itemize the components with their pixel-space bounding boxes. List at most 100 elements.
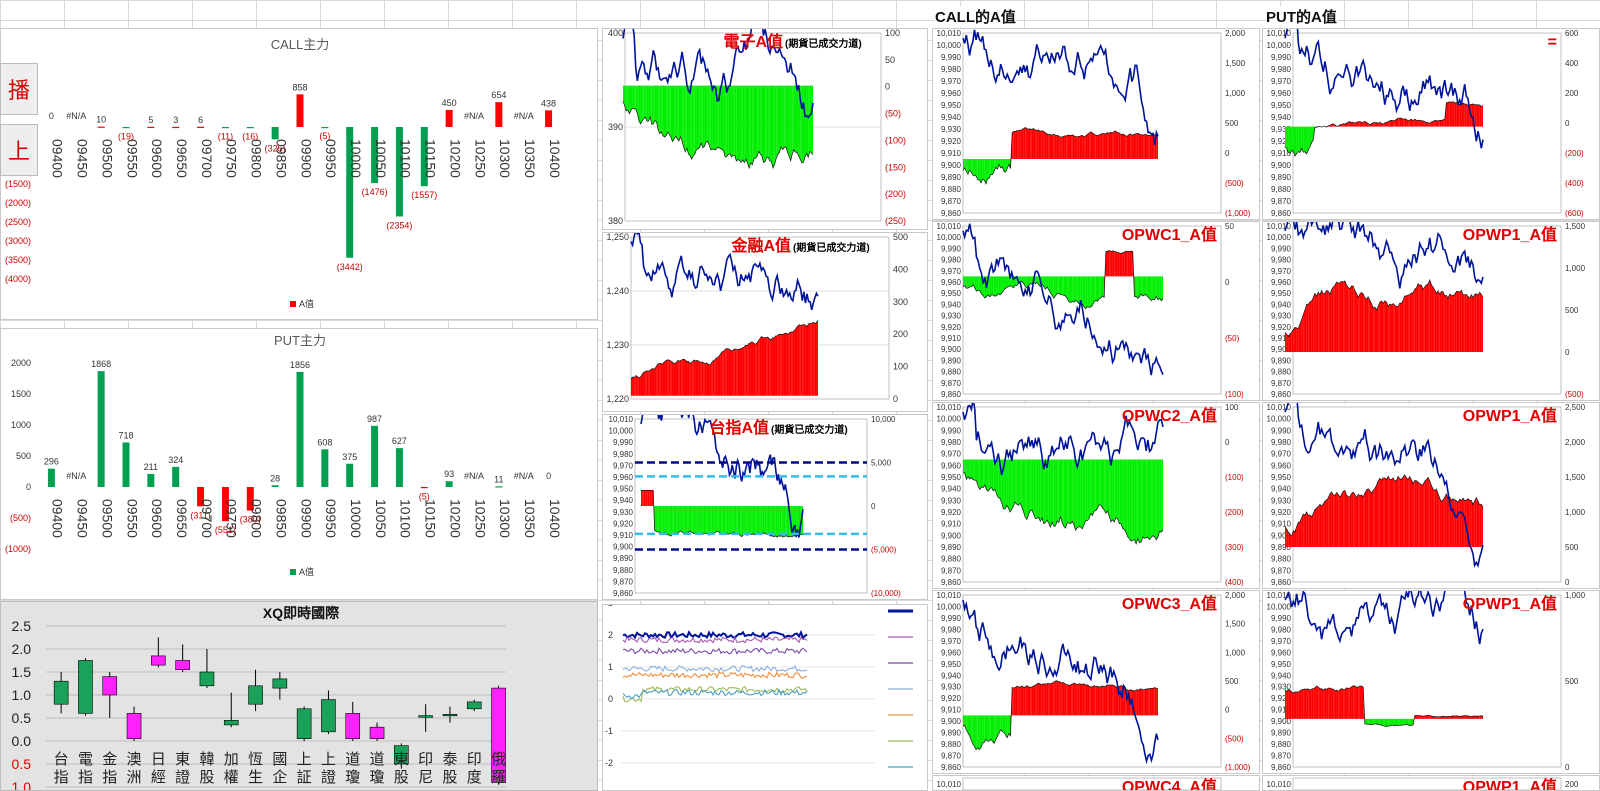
- area-segment: [1152, 459, 1155, 537]
- area-segment: [1097, 459, 1100, 509]
- area-segment: [1013, 131, 1016, 159]
- data-label: (551): [215, 525, 236, 535]
- area-segment: [1028, 276, 1031, 286]
- x-tick-label: 股: [199, 769, 214, 786]
- area-segment: [755, 506, 757, 535]
- area-segment: [1373, 122, 1375, 127]
- area-outline: [1284, 101, 1484, 157]
- area-segment: [1416, 480, 1419, 547]
- bar: [545, 110, 553, 127]
- area-segment: [632, 376, 635, 396]
- y-tick-label: 9,910: [1271, 520, 1292, 529]
- y-tick-label: 9,960: [941, 648, 962, 657]
- opwp1d-chart: 10,010 200 OPWP1_A值: [1262, 775, 1600, 791]
- area-segment: [1285, 689, 1287, 719]
- area-segment: [1334, 282, 1337, 352]
- area-segment: [1066, 135, 1068, 159]
- area-segment: [1080, 276, 1083, 305]
- area-segment: [1100, 685, 1103, 716]
- opwc4-chart: 10,010 OPWC4_A值: [932, 775, 1260, 791]
- area-segment: [1438, 290, 1440, 352]
- opwc4-svg: 10,010 OPWC4_A值: [937, 777, 1222, 790]
- area-segment: [763, 506, 765, 534]
- area-segment: [1334, 690, 1337, 719]
- y-tick-label: 9,980: [1271, 65, 1292, 74]
- area-segment: [1045, 459, 1048, 523]
- area-segment: [1379, 718, 1382, 726]
- area-segment: [1102, 459, 1105, 510]
- area-segment: [717, 85, 719, 148]
- chart-title: OPWP1_A值: [1463, 777, 1557, 791]
- y2-tick-label: (500): [1225, 179, 1244, 188]
- area-segment: [750, 341, 752, 396]
- x-tick-label: 10200: [447, 499, 463, 538]
- area-segment: [1043, 276, 1046, 290]
- area-segment: [1033, 685, 1036, 716]
- area-segment: [775, 335, 778, 396]
- area-segment: [1041, 459, 1044, 524]
- area-segment: [780, 334, 782, 396]
- area-segment: [1074, 136, 1077, 159]
- area-segment: [1136, 459, 1138, 544]
- area-segment: [1358, 686, 1360, 719]
- area-segment: [711, 361, 713, 396]
- area-segment: [1398, 476, 1400, 547]
- area-segment: [1426, 477, 1429, 547]
- area-segment: [1299, 689, 1302, 719]
- call-main-svg: CALL主力(1500)(2000)(2500)(3000)(3500)(400…: [5, 37, 563, 309]
- y2-tick-label: (200): [885, 189, 906, 199]
- area-segment: [1139, 134, 1142, 159]
- area-segment: [1289, 535, 1292, 547]
- area-segment: [1089, 131, 1091, 159]
- area-segment: [1059, 681, 1062, 716]
- area-segment: [1133, 134, 1136, 159]
- area-segment: [1134, 276, 1137, 297]
- x-tick-label: 10200: [447, 139, 463, 178]
- area-segment: [1338, 494, 1340, 547]
- area-segment: [770, 506, 772, 537]
- up-button[interactable]: 上: [0, 124, 38, 176]
- y-tick-label: 9,960: [1271, 89, 1292, 98]
- y2-tick-label: 10,000: [871, 415, 896, 424]
- area-segment: [1079, 683, 1081, 716]
- y-tick-label: 9,860: [941, 763, 962, 772]
- index-line: [962, 599, 1159, 765]
- area-segment: [1048, 683, 1050, 716]
- multi-line-svg: 3210-1-2: [605, 605, 913, 768]
- area-segment: [1393, 120, 1395, 127]
- area-segment: [670, 85, 673, 142]
- candle-body: [296, 708, 312, 740]
- area-segment: [651, 85, 654, 125]
- area-segment: [1436, 489, 1439, 547]
- y-tick-label: 9,930: [941, 496, 962, 505]
- y-tick-label: 9,900: [1271, 531, 1292, 540]
- broadcast-button[interactable]: 播: [0, 63, 38, 115]
- area-segment: [814, 322, 817, 396]
- x-tick-label: 印: [467, 751, 482, 768]
- area-segment: [669, 85, 671, 138]
- area-segment: [675, 362, 677, 396]
- area-segment: [676, 360, 679, 396]
- area-segment: [1291, 126, 1294, 152]
- y-tick-label: 9,960: [941, 278, 962, 287]
- area-segment: [692, 506, 695, 534]
- area-segment: [989, 159, 991, 179]
- y-tick-label: 9,980: [613, 450, 634, 459]
- area-segment: [1426, 283, 1429, 352]
- area-segment: [1100, 459, 1103, 508]
- call-header: CALL的A值: [935, 6, 1016, 27]
- x-tick-label: 09850: [273, 139, 289, 178]
- y2-tick-label: 0: [1565, 119, 1570, 128]
- x-tick-label: 09800: [249, 139, 265, 178]
- area-segment: [1383, 122, 1385, 127]
- y-tick-label: 10,010: [937, 222, 962, 231]
- area-segment: [1005, 276, 1007, 289]
- area-segment: [1361, 494, 1364, 547]
- area-segment: [783, 333, 785, 396]
- area-segment: [985, 715, 988, 742]
- area-segment: [1070, 276, 1073, 303]
- x-tick-label: 生: [248, 769, 263, 786]
- area-segment: [1127, 251, 1130, 277]
- area-segment: [991, 459, 994, 491]
- area-segment: [1005, 459, 1007, 510]
